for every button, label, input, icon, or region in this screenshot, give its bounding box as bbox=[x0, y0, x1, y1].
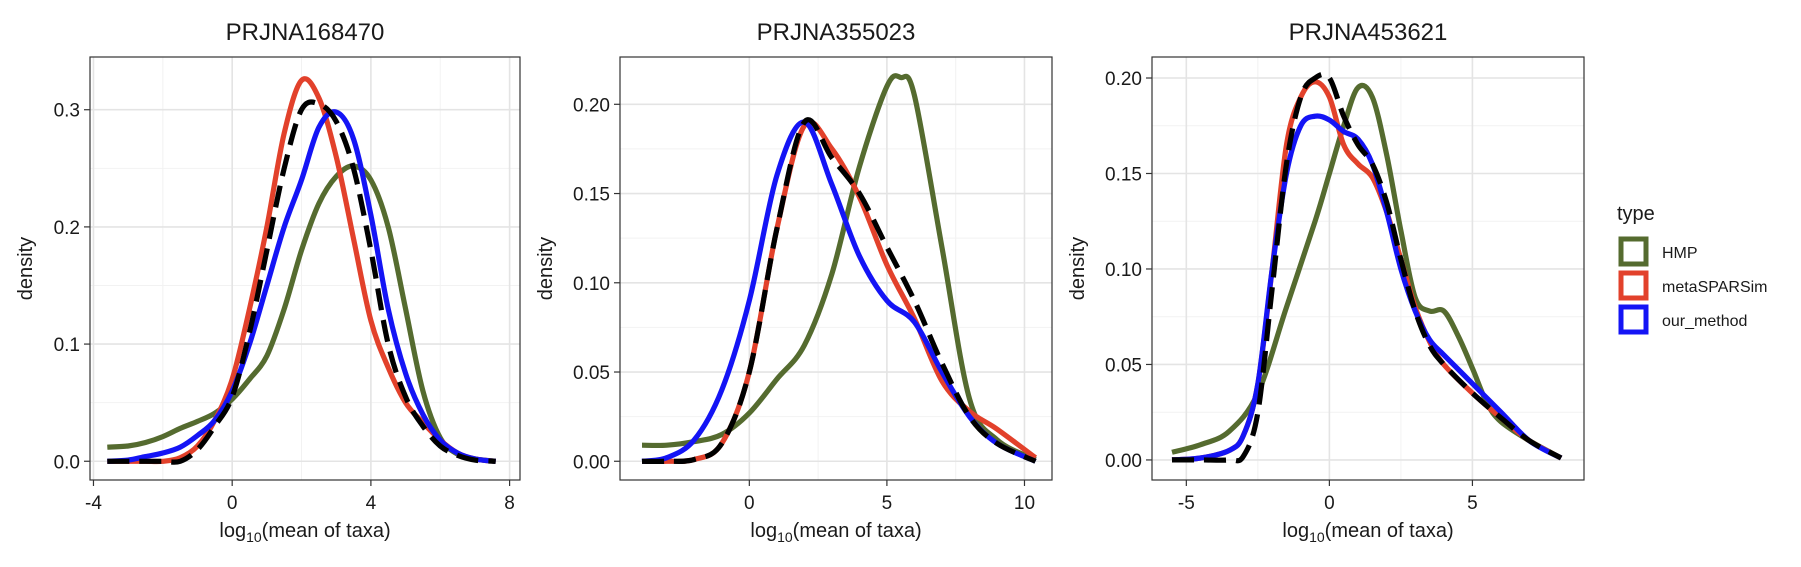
density-line-HMP bbox=[641, 73, 1037, 462]
plot-background bbox=[90, 57, 520, 480]
panel-title: PRJNA168470 bbox=[226, 19, 385, 46]
panel-2: 0 5 10 0.00 0.05 0.10 0.15 0.20 PRJNA355023 log10… bbox=[535, 19, 1053, 545]
density-line-reference bbox=[107, 99, 496, 465]
y-tick-label: 0.1 bbox=[54, 335, 80, 356]
x-axis-label: log10(mean of taxa) bbox=[750, 520, 921, 545]
y-tick-label: 0.20 bbox=[573, 95, 610, 116]
density-curves bbox=[107, 76, 497, 465]
legend-item: metaSPARSim bbox=[1618, 270, 1768, 301]
density-line-our_method bbox=[107, 109, 497, 464]
density-line-our_method bbox=[1171, 113, 1563, 463]
legend-label: HMP bbox=[1662, 245, 1698, 262]
x-axis-label: log10(mean of taxa) bbox=[219, 520, 390, 545]
y-axis-label: density bbox=[1067, 237, 1089, 300]
legend-title: type bbox=[1617, 203, 1655, 225]
y-axis-label: density bbox=[535, 237, 557, 300]
y-tick-label: 0.05 bbox=[573, 363, 610, 384]
x-tick-label: -4 bbox=[85, 493, 102, 514]
y-tick-label: 0.2 bbox=[54, 218, 80, 239]
x-tick-label: 0 bbox=[227, 493, 238, 514]
panel-1: -4 0 4 8 0.0 0.1 0.2 0.3 PRJNA168470 log10(mean o… bbox=[15, 19, 521, 545]
x-tick-label: 5 bbox=[882, 493, 893, 514]
panel-title: PRJNA453621 bbox=[1289, 19, 1448, 46]
legend-item: our_method bbox=[1618, 304, 1747, 335]
legend-key bbox=[1618, 304, 1649, 335]
density-line-HMP bbox=[107, 163, 497, 464]
legend-key bbox=[1618, 270, 1649, 301]
density-line-reference bbox=[1171, 71, 1563, 464]
panels-layer: -4 0 4 8 0.0 0.1 0.2 0.3 PRJNA168470 log10(mean o… bbox=[15, 19, 1585, 545]
density-curves bbox=[1171, 71, 1563, 464]
x-tick-label: 0 bbox=[744, 493, 755, 514]
panel-border bbox=[619, 56, 1053, 481]
density-curves bbox=[641, 73, 1038, 465]
x-axis-label: log10(mean of taxa) bbox=[1282, 520, 1453, 545]
y-tick-label: 0.00 bbox=[1105, 451, 1142, 472]
y-tick-label: 0.10 bbox=[573, 274, 610, 295]
y-tick-label: 0.3 bbox=[54, 101, 80, 122]
y-tick-label: 0.0 bbox=[54, 452, 80, 473]
x-tick-label: 10 bbox=[1014, 493, 1035, 514]
y-tick-label: 0.15 bbox=[1105, 164, 1142, 185]
x-tick-label: 8 bbox=[504, 493, 515, 514]
y-tick-label: 0.10 bbox=[1105, 260, 1142, 281]
x-tick-label: 4 bbox=[366, 493, 377, 514]
panel-border bbox=[89, 56, 521, 481]
panel-title: PRJNA355023 bbox=[757, 19, 916, 46]
legend-label: our_method bbox=[1662, 313, 1747, 330]
legend: type HMP metaSPARSim our_method bbox=[1617, 203, 1768, 335]
x-tick-label: 5 bbox=[1467, 493, 1478, 514]
y-axis-label: density bbox=[15, 237, 37, 300]
legend-item: HMP bbox=[1618, 236, 1698, 267]
legend-label: metaSPARSim bbox=[1662, 279, 1768, 296]
y-tick-label: 0.15 bbox=[573, 185, 610, 206]
legend-key bbox=[1618, 236, 1649, 267]
y-tick-label: 0.20 bbox=[1105, 69, 1142, 90]
y-tick-label: 0.00 bbox=[573, 452, 610, 473]
panel-3: -5 0 5 0.00 0.05 0.10 0.15 0.20 PRJNA453621 log10… bbox=[1067, 19, 1585, 545]
x-tick-label: 0 bbox=[1324, 493, 1335, 514]
y-tick-label: 0.05 bbox=[1105, 355, 1142, 376]
x-tick-label: -5 bbox=[1178, 493, 1195, 514]
density-line-reference bbox=[641, 117, 1037, 465]
